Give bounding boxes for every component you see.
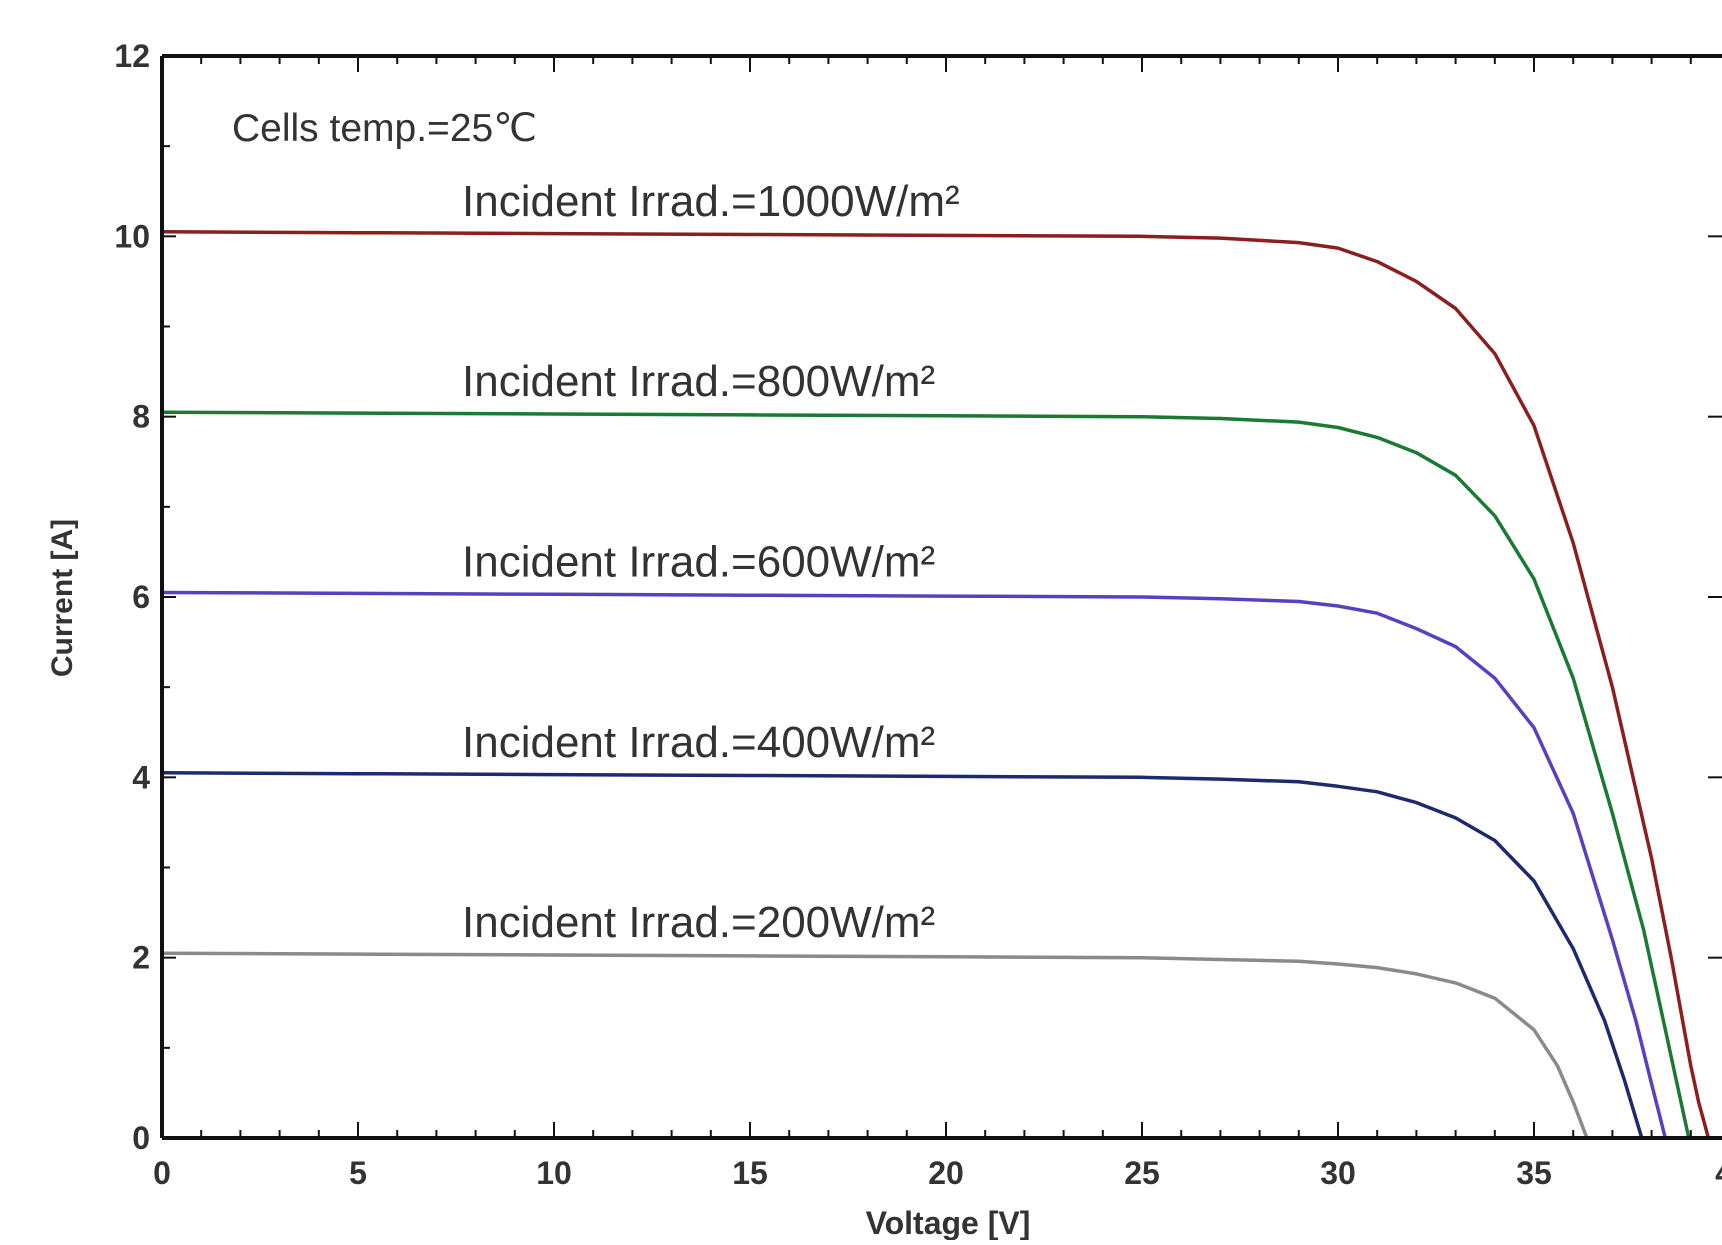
series-label-1: Incident Irrad.=800W/m²	[462, 357, 935, 406]
series-label-2: Incident Irrad.=600W/m²	[462, 537, 935, 586]
x-tick-label: 5	[349, 1155, 367, 1191]
cells-temp-annotation: Cells temp.=25℃	[232, 107, 537, 150]
series-line-4	[162, 953, 1587, 1138]
y-tick-label: 2	[132, 940, 150, 976]
x-tick-label: 20	[928, 1155, 964, 1191]
y-tick-label: 0	[132, 1120, 150, 1156]
y-tick-label: 6	[132, 579, 150, 615]
y-tick-label: 12	[114, 38, 150, 74]
y-tick-label: 4	[132, 759, 150, 795]
x-tick-label: 30	[1320, 1155, 1356, 1191]
series-label-3: Incident Irrad.=400W/m²	[462, 718, 935, 767]
x-tick-label: 10	[536, 1155, 572, 1191]
y-axis-label: Current [A]	[46, 519, 79, 677]
series-label-0: Incident Irrad.=1000W/m²	[462, 177, 960, 226]
y-tick-label: 10	[114, 218, 150, 254]
y-tick-label: 8	[132, 399, 150, 435]
x-tick-label: 4	[1715, 1155, 1722, 1191]
x-tick-label: 15	[732, 1155, 768, 1191]
labels-layer: 051015202530354024681012Incident Irrad.=…	[114, 38, 1722, 1191]
x-tick-label: 0	[153, 1155, 171, 1191]
series-line-2	[162, 593, 1665, 1139]
x-axis-label: Voltage [V]	[866, 1205, 1031, 1240]
series-label-4: Incident Irrad.=200W/m²	[462, 898, 935, 947]
x-tick-label: 35	[1516, 1155, 1552, 1191]
x-tick-label: 25	[1124, 1155, 1160, 1191]
